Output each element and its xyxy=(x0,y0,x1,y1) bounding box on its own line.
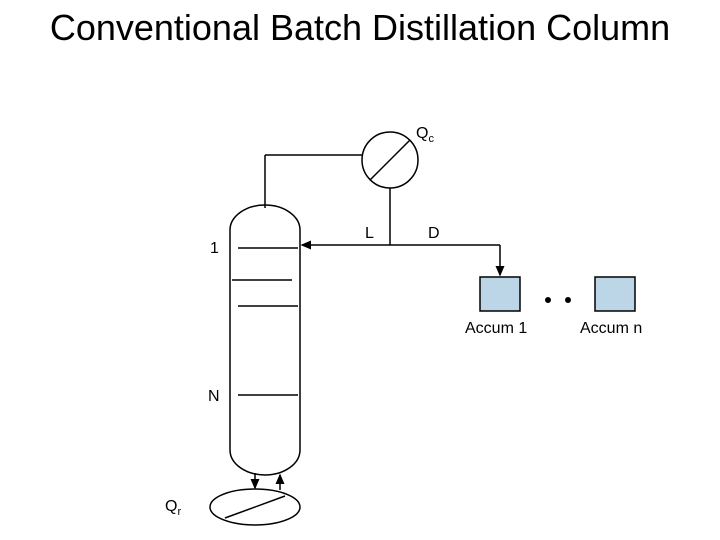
accumulator-n xyxy=(595,277,635,311)
label-tray-1: 1 xyxy=(210,240,219,258)
diagram-canvas xyxy=(0,0,720,540)
label-qr: Qr xyxy=(165,498,181,518)
accumulator-1 xyxy=(480,277,520,311)
label-accum-n: Accum n xyxy=(580,320,642,338)
ellipsis-dot xyxy=(565,297,571,303)
distillation-column xyxy=(230,205,300,475)
condenser xyxy=(362,132,418,188)
ellipsis-dot xyxy=(545,297,551,303)
label-tray-n: N xyxy=(208,388,220,406)
reboiler xyxy=(210,489,300,525)
label-d: D xyxy=(428,225,440,243)
label-l: L xyxy=(365,225,374,243)
label-qc: Qc xyxy=(416,125,434,145)
label-accum-1: Accum 1 xyxy=(465,320,527,338)
